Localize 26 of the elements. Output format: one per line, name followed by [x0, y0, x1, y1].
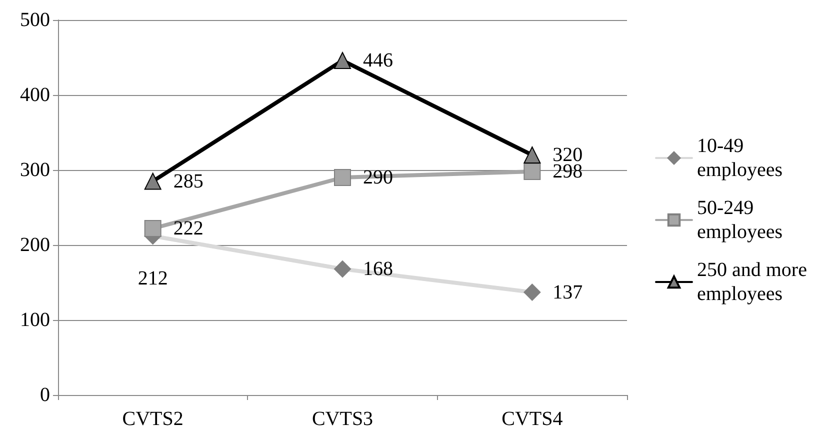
legend-label: 10-49 employees [697, 135, 783, 181]
data-label: 285 [173, 170, 204, 192]
point [144, 172, 162, 190]
data-label: 222 [173, 218, 204, 240]
x-tick-label: CVTS2 [122, 408, 184, 430]
y-tick-label: 300 [20, 159, 50, 181]
data-label: 298 [552, 160, 583, 182]
data-label: 290 [363, 166, 393, 188]
x-tick-label: CVTS4 [502, 408, 563, 430]
data-label: 168 [363, 258, 393, 280]
y-tick-label: 0 [40, 384, 50, 406]
y-tick-label: 400 [20, 84, 50, 106]
y-tick-label: 100 [20, 309, 50, 331]
data-label: 212 [138, 268, 168, 290]
data-label: 446 [363, 50, 393, 72]
data-label: 137 [552, 281, 583, 304]
point [334, 169, 351, 186]
point [524, 146, 541, 164]
legend-label: 50-249 employees [697, 197, 783, 243]
x-tick-label: CVTS3 [312, 408, 374, 430]
point [334, 52, 351, 69]
point [524, 163, 541, 180]
y-tick-label: 500 [20, 9, 50, 31]
legend-label: 250 and more employees [697, 259, 812, 305]
y-tick-label: 200 [20, 234, 50, 256]
point [144, 220, 162, 237]
